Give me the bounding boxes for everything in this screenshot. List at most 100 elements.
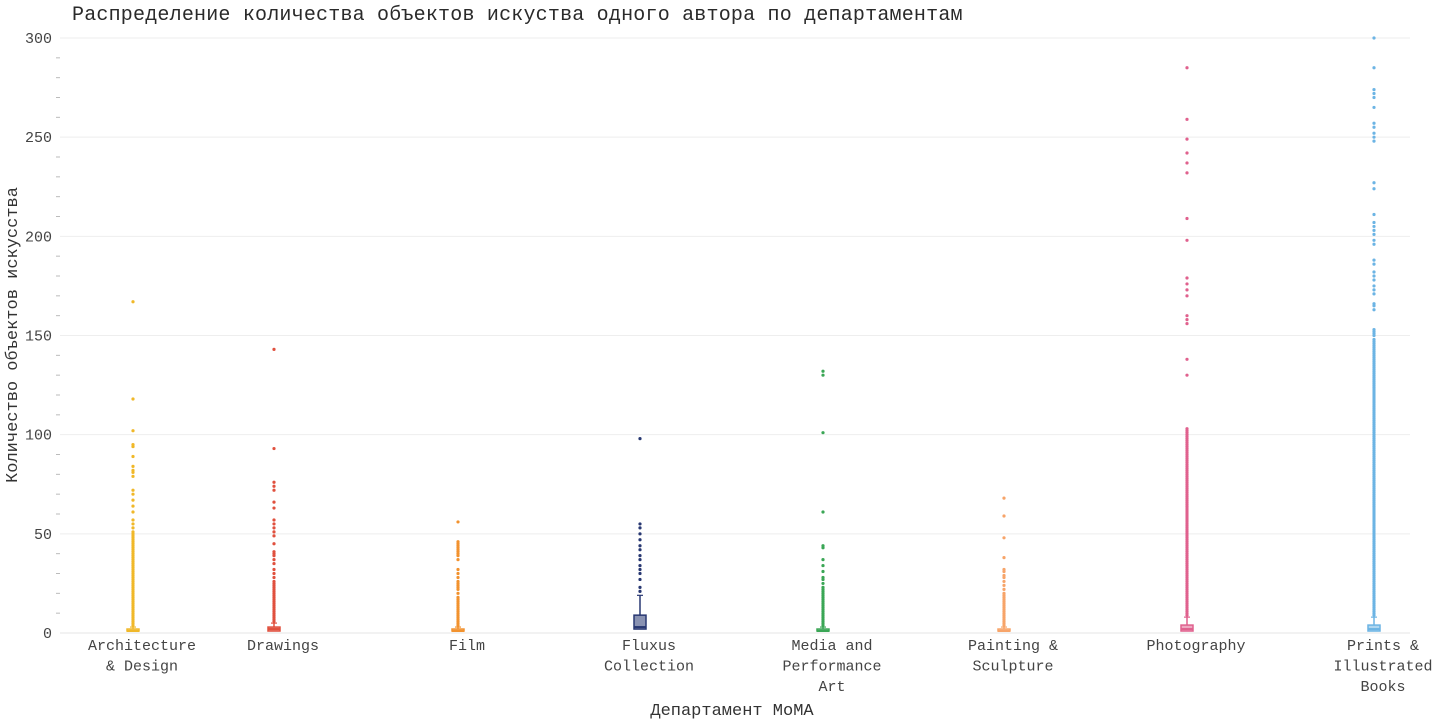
outlier-point <box>1372 125 1376 129</box>
outlier-point <box>1185 322 1189 326</box>
outlier-point <box>272 530 276 534</box>
outlier-point <box>1372 228 1376 232</box>
outlier-point <box>131 454 135 459</box>
outlier-point <box>1002 583 1006 588</box>
outlier-point <box>1372 187 1376 191</box>
y-tick-label: 0 <box>43 626 52 643</box>
outlier-point <box>1185 238 1189 242</box>
outlier-point <box>638 554 642 558</box>
box-series-painting-sculpture <box>997 496 1011 633</box>
outlier-point <box>272 526 276 530</box>
outlier-point <box>272 542 276 546</box>
outlier-point <box>638 571 642 576</box>
outlier-point <box>638 544 642 548</box>
chart-title: Распределение количества объектов искуст… <box>72 4 963 27</box>
x-tick-label: Film <box>449 638 485 655</box>
outlier-point <box>821 544 825 548</box>
outlier-point <box>821 369 825 373</box>
outlier-point <box>1002 496 1006 500</box>
box-series-prints-illustrated-books <box>1367 36 1381 632</box>
outlier-point <box>1372 232 1376 236</box>
outlier-point <box>821 585 825 589</box>
outlier-point <box>1185 66 1189 70</box>
outlier-point <box>1372 95 1376 100</box>
outlier-point <box>131 429 135 433</box>
outlier-point <box>638 577 642 582</box>
outlier-point <box>272 558 276 562</box>
outlier-point <box>1372 308 1376 312</box>
outlier-point <box>1372 292 1376 296</box>
outlier-point <box>1185 117 1189 121</box>
y-axis-title: Количество объектов искусства <box>4 187 23 483</box>
outlier-point <box>131 530 135 534</box>
outlier-point <box>1372 284 1376 288</box>
box-series-film <box>451 520 465 633</box>
outlier-point <box>272 534 276 538</box>
outlier-point <box>1185 161 1189 165</box>
outlier-point <box>1372 274 1376 278</box>
grid-layer <box>60 37 1410 535</box>
y-tick-label: 250 <box>25 130 52 147</box>
outlier-point <box>131 488 135 492</box>
outlier-point <box>272 579 276 584</box>
outlier-point <box>272 446 276 451</box>
outlier-point <box>1002 514 1006 518</box>
outlier-point <box>272 488 276 492</box>
outlier-point <box>1372 220 1376 225</box>
outlier-point <box>1002 587 1006 591</box>
outlier-point <box>131 518 135 522</box>
outlier-point <box>638 532 642 536</box>
outlier-point <box>1372 238 1376 242</box>
x-tick-label: Photography <box>1146 638 1245 655</box>
outlier-point <box>821 431 825 435</box>
outlier-point <box>1372 135 1376 139</box>
outlier-point <box>821 575 825 580</box>
outlier-point <box>456 579 460 584</box>
outlier-point <box>456 567 460 572</box>
outlier-point <box>1372 302 1376 306</box>
outlier-point <box>821 581 825 586</box>
outlier-point <box>1002 567 1006 572</box>
x-tick-label: Fluxus Collection <box>604 638 694 676</box>
outlier-point <box>272 567 276 572</box>
outlier-point <box>1002 579 1006 584</box>
outlier-point <box>1372 91 1376 96</box>
outlier-point <box>272 518 276 522</box>
outlier-point <box>1185 427 1189 431</box>
outlier-point <box>272 500 276 504</box>
outlier-point <box>272 484 276 488</box>
outlier-point <box>1372 258 1376 262</box>
y-tick-label: 300 <box>25 31 52 48</box>
outlier-point <box>131 510 135 514</box>
box-series-drawings <box>267 347 281 632</box>
outlier-point <box>456 558 460 562</box>
outlier-point <box>638 437 642 441</box>
outlier-point <box>1185 171 1189 175</box>
outlier-point <box>456 540 460 544</box>
outlier-point <box>1372 105 1376 110</box>
outlier-point <box>638 589 642 593</box>
outlier-point <box>638 548 642 552</box>
outlier-point <box>1372 224 1376 229</box>
outlier-point <box>1372 262 1376 266</box>
x-axis-title: Департамент MoMA <box>650 702 814 720</box>
outlier-point <box>1185 373 1189 377</box>
outlier-point <box>1372 270 1376 274</box>
outlier-point <box>456 571 460 576</box>
outlier-point <box>1372 278 1376 282</box>
x-tick-label: Media and Performance Art <box>782 638 881 696</box>
outlier-point <box>272 561 276 566</box>
outlier-point <box>272 550 276 554</box>
outlier-point <box>272 522 276 526</box>
outlier-point <box>638 563 642 568</box>
outlier-point <box>1002 556 1006 560</box>
outlier-point <box>1002 591 1006 595</box>
outlier-point <box>638 522 642 526</box>
x-tick-label: Architecture & Design <box>88 638 196 676</box>
outlier-point <box>131 474 135 478</box>
outlier-point <box>638 526 642 530</box>
y-tick-label: 200 <box>25 229 52 246</box>
outlier-point <box>131 526 135 530</box>
outlier-point <box>131 522 135 526</box>
outlier-point <box>456 575 460 580</box>
